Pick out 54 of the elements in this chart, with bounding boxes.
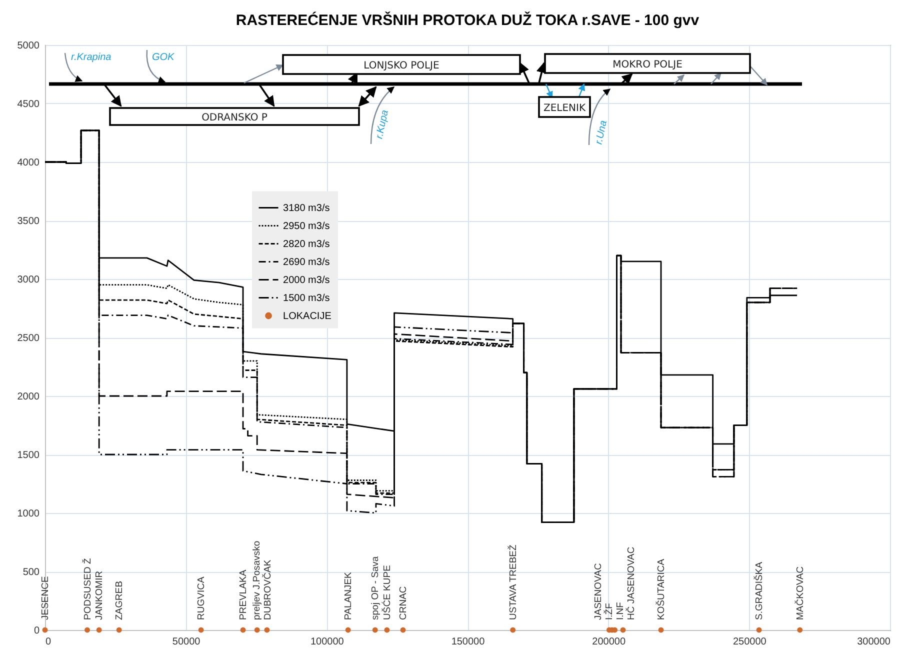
x-tick-label: 200000 [592,636,626,648]
legend-label: LOKACIJE [283,310,332,322]
y-tick-label: 1500 [17,450,40,461]
y-tick-label: 3500 [17,216,40,227]
annotation: I.ŽF [603,602,616,620]
annotation: preljev J.Posavsko [252,540,263,620]
annotation: r.Krapina [71,52,112,63]
y-tick-label: 5000 [17,40,40,52]
x-tick-label: 150000 [451,636,486,648]
annotation: PREVLAKA [238,569,250,620]
annotation: ODRANSKO P [202,112,268,124]
y-tick-label: 0 [34,626,40,636]
legend-label: 2690 m3/s [283,256,330,268]
x-tick-label: 50000 [172,636,201,648]
annotation: JASENOVAC [593,563,604,620]
legend-label: 2950 m3/s [283,220,330,232]
annotation: KOŠUTARICA [655,558,668,620]
annotation: JANKOMIR [94,570,106,620]
legend-label: 3180 m3/s [283,202,330,214]
legend-label: 2820 m3/s [283,238,330,250]
y-tick-label: 3000 [17,274,40,286]
legend-label: 1500 m3/s [283,292,330,304]
annotation: ZAGREB [114,580,126,620]
annotation: spoj OP - Sava [370,556,382,620]
y-tick-label: 4500 [17,99,40,110]
y-tick-label: 4000 [17,158,40,168]
annotation: r.Una [594,119,610,146]
annotation: GOK [152,52,176,63]
annotation: I.NF [615,602,626,620]
annotation: JESENCE [40,576,51,620]
annotation: DUBROVČAK [262,559,274,620]
legend-label: 2000 m3/s [283,274,330,286]
annotation: USTAVA TREBEŽ [506,544,519,620]
x-tick-label: 0 [46,636,52,648]
y-tick-label: 2000 [17,392,40,402]
annotation: S.GRADIŠKA [753,561,766,620]
chart-title: RASTEREĆENJE VRŠNIH PROTOKA DUŽ TOKA r.SAVE - 100 gvv [236,11,700,29]
annotation: UŠĆE KUPE [380,565,393,620]
y-tick-label: 1000 [17,508,40,520]
annotation: PALANJEK [343,571,354,620]
annotation: CRNAC [398,586,409,620]
annotation: RUGVICA [196,576,208,620]
x-tick-label: 250000 [732,636,767,648]
annotation: LONJSKO POLJE [364,60,440,72]
y-tick-label: 500 [22,567,40,578]
x-tick-label: 100000 [310,636,344,648]
x-tick-label: 300000 [857,636,891,648]
annotation: MOKRO POLJE [612,60,682,70]
annotation: PODSUSED Ž [81,558,94,620]
annotation: ZELENIK [543,103,586,114]
annotation: HČ JASENOVAC [625,546,638,620]
annotation: r.Kupa [374,108,392,140]
y-tick-label: 2500 [17,333,40,344]
annotation: MAČKOVAC [794,566,806,620]
